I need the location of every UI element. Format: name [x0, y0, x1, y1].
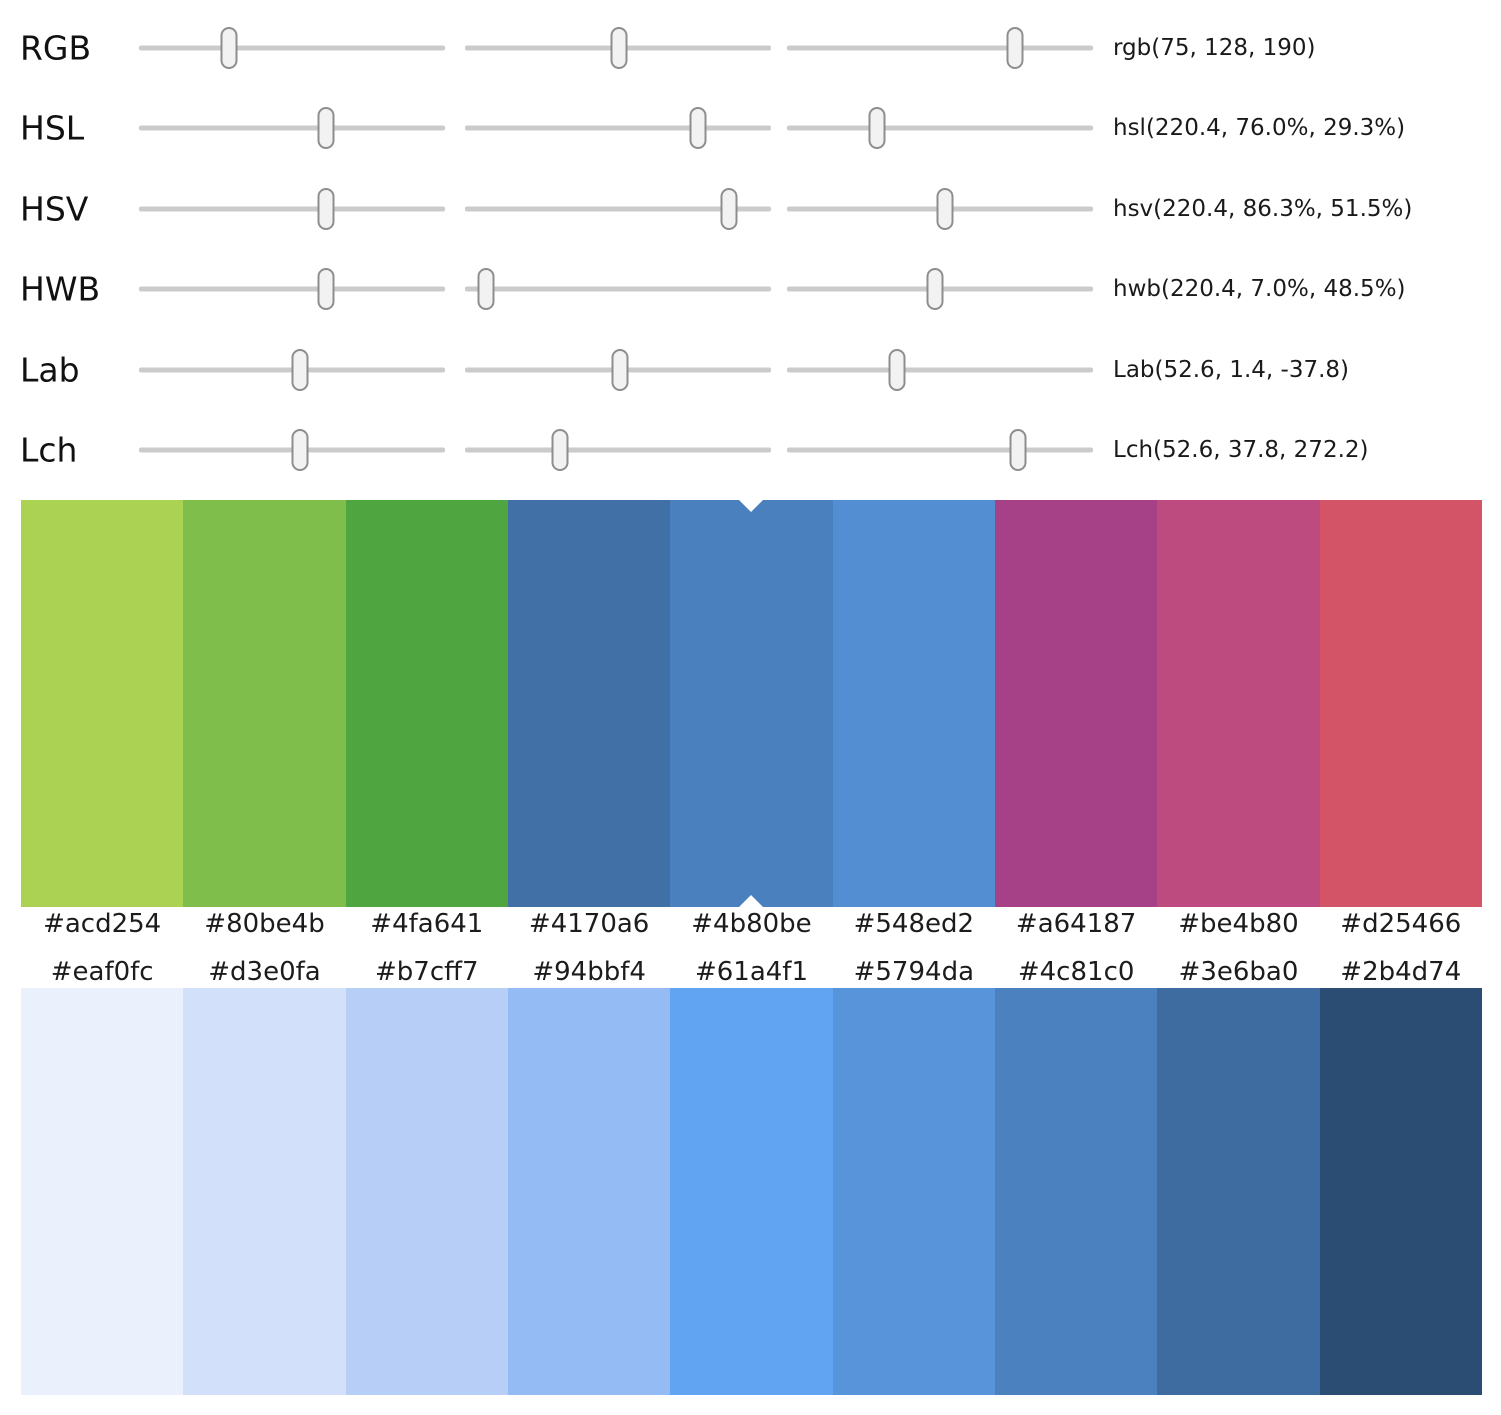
- slider-thumb-rgb-2[interactable]: [610, 27, 628, 69]
- palette-top-hex-label-6: #548ed2: [853, 909, 975, 939]
- slider-thumb-lab-2[interactable]: [611, 349, 629, 391]
- slider-thumb-lab-3[interactable]: [888, 349, 906, 391]
- row-label: HSV: [20, 189, 89, 229]
- palette-top-swatch-6[interactable]: [832, 500, 995, 907]
- slider-thumb-hsv-1[interactable]: [317, 188, 335, 230]
- palette-bottom-hex-label-4: #94bbf4: [532, 957, 646, 987]
- palette-bottom-swatch-6[interactable]: [832, 988, 995, 1395]
- palette-top-swatch-9[interactable]: [1319, 500, 1482, 907]
- slider-panel: RGB rgb(75, 128, 190) HSL hsl(220.4, 76.…: [0, 0, 1501, 490]
- slider-thumb-rgb-1[interactable]: [220, 27, 238, 69]
- palette-top-swatch-3[interactable]: [345, 500, 508, 907]
- palette-top-swatch-4[interactable]: [507, 500, 671, 907]
- row-label: HWB: [20, 269, 101, 309]
- hex-labels-top: #acd254 #80be4b #4fa641 #4170a6 #4b80be #548e…: [21, 908, 1482, 940]
- slider-track-hsl-2[interactable]: [465, 125, 771, 131]
- palette-bottom-hex-label-5: #61a4f1: [694, 957, 808, 987]
- slider-track-rgb-1[interactable]: [139, 45, 445, 51]
- palette-bottom: [21, 988, 1482, 1395]
- slider-track-hsv-2[interactable]: [465, 206, 771, 212]
- slider-thumb-hsl-2[interactable]: [689, 107, 707, 149]
- palette-bottom-hex-label-3: #b7cff7: [375, 957, 479, 987]
- row-label: RGB: [20, 28, 92, 68]
- slider-thumb-rgb-3[interactable]: [1006, 27, 1024, 69]
- slider-thumb-hwb-3[interactable]: [926, 268, 944, 310]
- slider-row-hwb: HWB hwb(220.4, 7.0%, 48.5%): [0, 249, 1501, 329]
- palette-top-hex-label-4: #4170a6: [528, 909, 650, 939]
- palette-top-hex-label-3: #4fa641: [370, 909, 484, 939]
- palette-top-hex-label-9: #d25466: [1340, 909, 1462, 939]
- slider-thumb-lab-1[interactable]: [291, 349, 309, 391]
- palette-top-swatch-7[interactable]: [994, 500, 1158, 907]
- slider-thumb-hsl-3[interactable]: [868, 107, 886, 149]
- slider-track-hsl-1[interactable]: [139, 125, 445, 131]
- slider-thumb-hwb-2[interactable]: [477, 268, 495, 310]
- slider-track-lch-3[interactable]: [787, 447, 1093, 453]
- slider-row-lab: Lab Lab(52.6, 1.4, -37.8): [0, 330, 1501, 410]
- palette-top-hex-label-8: #be4b80: [1178, 909, 1299, 939]
- color-value-lab: Lab(52.6, 1.4, -37.8): [1113, 357, 1349, 383]
- slider-thumb-lch-1[interactable]: [291, 429, 309, 471]
- row-label: Lch: [20, 430, 78, 470]
- slider-track-hwb-1[interactable]: [139, 286, 445, 292]
- palette-top-hex-label-2: #80be4b: [204, 909, 325, 939]
- palette-top: [21, 500, 1482, 907]
- slider-track-lab-3[interactable]: [787, 367, 1093, 373]
- slider-thumb-hsl-1[interactable]: [317, 107, 335, 149]
- hex-labels-bottom: #eaf0fc #d3e0fa #b7cff7 #94bbf4 #61a4f1 #5794…: [21, 956, 1482, 988]
- row-label: Lab: [20, 350, 80, 390]
- palette-top-hex-label-7: #a64187: [1015, 909, 1137, 939]
- palette-bottom-swatch-2[interactable]: [183, 988, 346, 1395]
- palette-top-swatch-1[interactable]: [21, 500, 184, 907]
- palette-bottom-swatch-4[interactable]: [507, 988, 671, 1395]
- palette-bottom-hex-label-6: #5794da: [853, 957, 974, 987]
- slider-row-hsv: HSV hsv(220.4, 86.3%, 51.5%): [0, 169, 1501, 249]
- palette-bottom-hex-label-7: #4c81c0: [1017, 957, 1135, 987]
- palette-top-hex-label-5: #4b80be: [691, 909, 812, 939]
- palette-bottom-hex-label-8: #3e6ba0: [1178, 957, 1299, 987]
- color-value-lch: Lch(52.6, 37.8, 272.2): [1113, 437, 1369, 463]
- slider-row-hsl: HSL hsl(220.4, 76.0%, 29.3%): [0, 88, 1501, 168]
- palette-top-swatch-8[interactable]: [1157, 500, 1320, 907]
- slider-track-hwb-2[interactable]: [465, 286, 771, 292]
- palette-bottom-swatch-1[interactable]: [21, 988, 184, 1395]
- slider-thumb-hsv-3[interactable]: [936, 188, 954, 230]
- slider-thumb-lch-2[interactable]: [551, 429, 569, 471]
- palette-bottom-swatch-9[interactable]: [1319, 988, 1482, 1395]
- slider-thumb-hwb-1[interactable]: [317, 268, 335, 310]
- slider-track-rgb-3[interactable]: [787, 45, 1093, 51]
- slider-row-rgb: RGB rgb(75, 128, 190): [0, 8, 1501, 88]
- color-value-rgb: rgb(75, 128, 190): [1113, 35, 1316, 61]
- row-label: HSL: [20, 108, 85, 148]
- slider-thumb-hsv-2[interactable]: [720, 188, 738, 230]
- palette-bottom-swatch-3[interactable]: [345, 988, 508, 1395]
- palette-top-swatch-5[interactable]: [670, 500, 833, 907]
- palette-top-hex-label-1: #acd254: [43, 909, 162, 939]
- palette-bottom-swatch-5[interactable]: [670, 988, 833, 1395]
- color-value-hsl: hsl(220.4, 76.0%, 29.3%): [1113, 115, 1406, 141]
- selected-swatch-notch-top: [739, 500, 764, 512]
- slider-track-hsl-3[interactable]: [787, 125, 1093, 131]
- slider-track-lch-2[interactable]: [465, 447, 771, 453]
- palette-top-swatch-2[interactable]: [183, 500, 346, 907]
- slider-track-hsv-1[interactable]: [139, 206, 445, 212]
- slider-thumb-lch-3[interactable]: [1009, 429, 1027, 471]
- color-value-hwb: hwb(220.4, 7.0%, 48.5%): [1113, 276, 1406, 302]
- palette-bottom-hex-label-1: #eaf0fc: [50, 957, 154, 987]
- palette-bottom-swatch-7[interactable]: [994, 988, 1158, 1395]
- selected-swatch-notch-bottom: [739, 895, 764, 907]
- color-value-hsv: hsv(220.4, 86.3%, 51.5%): [1113, 196, 1413, 222]
- palette-bottom-swatch-8[interactable]: [1157, 988, 1320, 1395]
- palette-bottom-hex-label-2: #d3e0fa: [208, 957, 321, 987]
- palette-bottom-hex-label-9: #2b4d74: [1340, 957, 1462, 987]
- slider-row-lch: Lch Lch(52.6, 37.8, 272.2): [0, 410, 1501, 490]
